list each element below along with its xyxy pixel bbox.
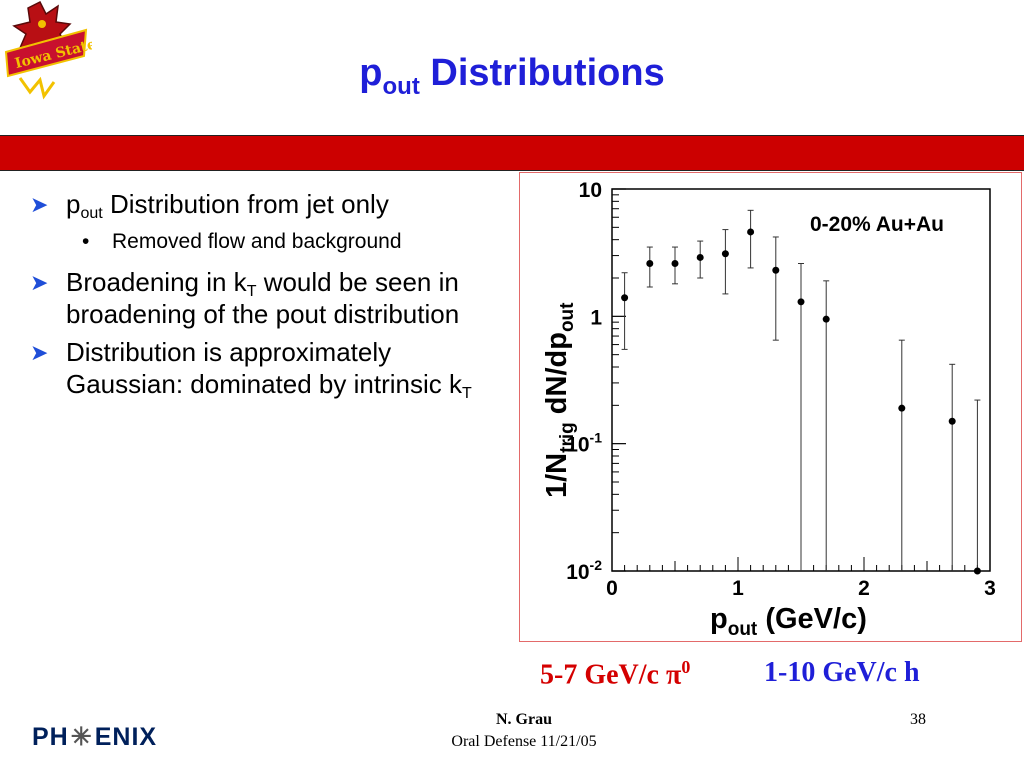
chart-frame: 10-2 10-1 1 10 0 1 2 3 0-20% Au+Au pout (GeV/c… <box>519 172 1022 642</box>
y-axis-label: 1/Ntrig dN/dpout <box>541 302 578 498</box>
y-tick-label: 10 <box>579 179 602 202</box>
data-point <box>822 315 830 323</box>
data-point <box>973 567 981 575</box>
phenix-logo: PH✳ENIX <box>32 723 158 751</box>
data-point <box>621 294 629 302</box>
x-tick-label: 3 <box>984 577 996 600</box>
x-tick-label: 1 <box>732 577 744 600</box>
arrow-bullet-icon: ➤ <box>30 192 49 217</box>
data-point <box>772 266 780 274</box>
arrow-bullet-icon: ➤ <box>30 340 49 365</box>
title-rest: Distributions <box>419 52 665 94</box>
data-point <box>948 417 956 425</box>
bullet-1-subitem: • Removed flow and background <box>30 226 500 258</box>
bullet-list: ➤ pout Distribution from jet only • Remo… <box>30 188 500 406</box>
page-number: 38 <box>910 711 926 728</box>
data-point <box>898 404 906 412</box>
phenix-star-icon: ✳ <box>70 723 93 751</box>
bullet-3-sub: T <box>461 385 472 402</box>
pout-chart: 10-2 10-1 1 10 0 1 2 3 0-20% Au+Au pout (GeV/c… <box>541 179 996 640</box>
bullet-3: ➤ Distribution is approximately Gaussian… <box>30 336 500 402</box>
y-tick-label: 10-2 <box>566 557 602 584</box>
x-tick-label: 2 <box>858 577 870 600</box>
y-tick-label: 1 <box>590 306 602 329</box>
arrow-bullet-icon: ➤ <box>30 270 49 295</box>
footer-event: Oral Defense 11/21/05 <box>451 733 597 750</box>
caption-pi0: 5-7 GeV/c π0 <box>540 657 691 691</box>
bullet-1-sub: out <box>80 205 103 222</box>
title-sub: out <box>382 73 420 100</box>
iowa-state-logo: Iowa State CYCLONES <box>4 0 92 100</box>
data-point <box>671 259 679 267</box>
data-point <box>646 259 654 267</box>
slide-title: pout Distributions <box>0 52 1024 100</box>
bullet-1-text: p <box>66 189 81 219</box>
bullet-1-subitem-text: Removed flow and background <box>112 230 402 253</box>
bullet-1: ➤ pout Distribution from jet only <box>30 188 500 222</box>
bullet-1-rest: Distribution from jet only <box>102 189 389 219</box>
x-axis-label: pout (GeV/c) <box>710 603 867 640</box>
bullet-2-sub: T <box>246 283 257 300</box>
title-main: p <box>359 52 383 94</box>
bullet-3-text: Distribution is approximately Gaussian: … <box>66 337 462 399</box>
footer-author: N. Grau <box>496 711 552 728</box>
x-tick-label: 0 <box>606 577 618 600</box>
data-point <box>797 298 805 306</box>
dot-bullet-icon: • <box>82 230 90 253</box>
data-point <box>721 250 729 258</box>
data-point <box>747 228 755 236</box>
x-tick-labels: 0 1 2 3 <box>606 577 996 600</box>
data-points <box>621 209 981 575</box>
bullet-2: ➤ Broadening in kT would be seen in broa… <box>30 266 500 330</box>
y-tick-labels: 10-2 10-1 1 10 <box>566 179 602 584</box>
title-divider-bar <box>0 135 1024 171</box>
bullet-2-rest: would be seen in broadening of the pout … <box>66 267 460 329</box>
data-point <box>696 253 704 261</box>
y-tick-label: 10-1 <box>566 430 602 457</box>
caption-hadron: 1-10 GeV/c h <box>764 657 920 688</box>
chart-annotation: 0-20% Au+Au <box>810 213 944 236</box>
bullet-2-text: Broadening in k <box>66 267 247 297</box>
